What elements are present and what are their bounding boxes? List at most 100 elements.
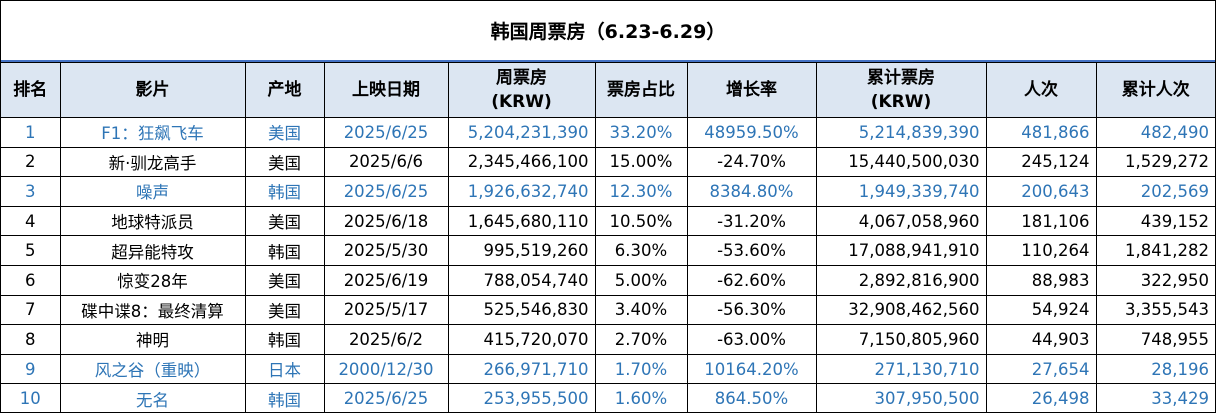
box-office-table: 排名 影片 产地 上映日期 周票房 (KRW) 票房占比 增长率 累计票房 (K… (1, 62, 1215, 413)
header-row: 排名 影片 产地 上映日期 周票房 (KRW) 票房占比 增长率 累计票房 (K… (1, 62, 1215, 118)
cell-rank: 5 (1, 235, 61, 266)
table-row: 7 碟中谍8：最终清算 美国 2025/5/17 525,546,830 3.40% -56… (1, 294, 1215, 326)
cell-film: 噪声 (59, 176, 246, 207)
cell-cumulative-gross: 2,892,816,900 (815, 264, 987, 296)
table-row: 6 惊变28年 美国 2025/6/19 788,054,740 5.00% -62.60%… (1, 264, 1215, 296)
cell-share: 33.20% (594, 117, 688, 148)
header-admissions: 人次 (985, 62, 1097, 118)
cell-growth: 10164.20% (686, 353, 817, 385)
cell-admissions: 88,983 (985, 264, 1097, 296)
header-growth: 增长率 (686, 62, 817, 118)
cell-film: 无名 (59, 383, 246, 413)
cell-cumulative-gross: 5,214,839,390 (815, 117, 987, 148)
cell-origin: 韩国 (244, 235, 325, 266)
cell-weekly-gross: 2,345,466,100 (447, 146, 596, 178)
cell-weekly-gross: 525,546,830 (447, 294, 596, 326)
cell-film: F1：狂飙飞车 (59, 117, 246, 148)
cell-film: 新·驯龙高手 (59, 146, 246, 178)
cell-release-date: 2025/6/6 (323, 146, 449, 178)
cell-weekly-gross: 266,971,710 (447, 353, 596, 385)
cell-cumulative-admissions: 33,429 (1095, 383, 1215, 413)
cell-release-date: 2025/6/25 (323, 383, 449, 413)
cell-share: 5.00% (594, 264, 688, 296)
cell-rank: 8 (1, 324, 61, 355)
cell-film: 超异能特攻 (59, 235, 246, 266)
cell-rank: 10 (1, 383, 61, 413)
cell-growth: 8384.80% (686, 176, 817, 207)
cell-film: 风之谷（重映） (59, 353, 246, 385)
cell-admissions: 110,264 (985, 235, 1097, 266)
cell-origin: 美国 (244, 146, 325, 178)
cell-share: 1.70% (594, 353, 688, 385)
cell-cumulative-gross: 307,950,500 (815, 383, 987, 413)
cell-cumulative-gross: 32,908,462,560 (815, 294, 987, 326)
header-cumulative-gross: 累计票房 (KRW) (815, 62, 987, 118)
cell-weekly-gross: 5,204,231,390 (447, 117, 596, 148)
table-row: 3 噪声 韩国 2025/6/25 1,926,632,740 12.30% 8384.80… (1, 176, 1215, 207)
cell-release-date: 2025/5/17 (323, 294, 449, 326)
cell-admissions: 44,903 (985, 324, 1097, 355)
cell-cumulative-admissions: 439,152 (1095, 205, 1215, 237)
cell-cumulative-admissions: 202,569 (1095, 176, 1215, 207)
cell-share: 6.30% (594, 235, 688, 266)
cell-cumulative-gross: 1,949,339,740 (815, 176, 987, 207)
cell-release-date: 2025/5/30 (323, 235, 449, 266)
cell-release-date: 2025/6/18 (323, 205, 449, 237)
cell-origin: 美国 (244, 294, 325, 326)
cell-film: 地球特派员 (59, 205, 246, 237)
table-row: 4 地球特派员 美国 2025/6/18 1,645,680,110 10.50% -31.… (1, 205, 1215, 237)
cell-cumulative-gross: 7,150,805,960 (815, 324, 987, 355)
cell-rank: 7 (1, 294, 61, 326)
cell-cumulative-admissions: 1,529,272 (1095, 146, 1215, 178)
cell-film: 碟中谍8：最终清算 (59, 294, 246, 326)
cell-cumulative-admissions: 322,950 (1095, 264, 1215, 296)
cell-origin: 美国 (244, 205, 325, 237)
cell-growth: 48959.50% (686, 117, 817, 148)
cell-release-date: 2025/6/2 (323, 324, 449, 355)
cell-film: 惊变28年 (59, 264, 246, 296)
cell-cumulative-gross: 4,067,058,960 (815, 205, 987, 237)
table-row: 10 无名 韩国 2025/6/25 253,955,500 1.60% 864.50% 30… (1, 383, 1215, 413)
cell-rank: 2 (1, 146, 61, 178)
cell-weekly-gross: 788,054,740 (447, 264, 596, 296)
header-weekly-gross: 周票房 (KRW) (447, 62, 596, 118)
cell-origin: 韩国 (244, 324, 325, 355)
cell-rank: 9 (1, 353, 61, 385)
cell-cumulative-admissions: 482,490 (1095, 117, 1215, 148)
table-row: 2 新·驯龙高手 美国 2025/6/6 2,345,466,100 15.00% -24.… (1, 146, 1215, 178)
cell-weekly-gross: 995,519,260 (447, 235, 596, 266)
table-row: 1 F1：狂飙飞车 美国 2025/6/25 5,204,231,390 33.20% 48… (1, 117, 1215, 148)
cell-growth: -53.60% (686, 235, 817, 266)
cell-share: 12.30% (594, 176, 688, 207)
cell-origin: 日本 (244, 353, 325, 385)
cell-origin: 美国 (244, 264, 325, 296)
cell-growth: -31.20% (686, 205, 817, 237)
cell-growth: -24.70% (686, 146, 817, 178)
cell-share: 1.60% (594, 383, 688, 413)
table-row: 8 神明 韩国 2025/6/2 415,720,070 2.70% -63.00% 7,15… (1, 324, 1215, 355)
cell-cumulative-admissions: 1,841,282 (1095, 235, 1215, 266)
cell-weekly-gross: 1,645,680,110 (447, 205, 596, 237)
header-cumulative-admissions: 累计人次 (1095, 62, 1215, 118)
cell-share: 3.40% (594, 294, 688, 326)
cell-cumulative-gross: 271,130,710 (815, 353, 987, 385)
header-release-date: 上映日期 (323, 62, 449, 118)
cell-growth: -62.60% (686, 264, 817, 296)
cell-weekly-gross: 1,926,632,740 (447, 176, 596, 207)
cell-admissions: 181,106 (985, 205, 1097, 237)
cell-origin: 美国 (244, 117, 325, 148)
header-film: 影片 (59, 62, 246, 118)
cell-rank: 6 (1, 264, 61, 296)
table-row: 9 风之谷（重映） 日本 2000/12/30 266,971,710 1.70% 1016… (1, 353, 1215, 385)
cell-origin: 韩国 (244, 383, 325, 413)
table-row: 5 超异能特攻 韩国 2025/5/30 995,519,260 6.30% -53.60%… (1, 235, 1215, 266)
cell-release-date: 2025/6/25 (323, 117, 449, 148)
cell-admissions: 26,498 (985, 383, 1097, 413)
cell-release-date: 2025/6/25 (323, 176, 449, 207)
cell-admissions: 481,866 (985, 117, 1097, 148)
cell-admissions: 27,654 (985, 353, 1097, 385)
cell-admissions: 200,643 (985, 176, 1097, 207)
cell-rank: 4 (1, 205, 61, 237)
header-origin: 产地 (244, 62, 325, 118)
